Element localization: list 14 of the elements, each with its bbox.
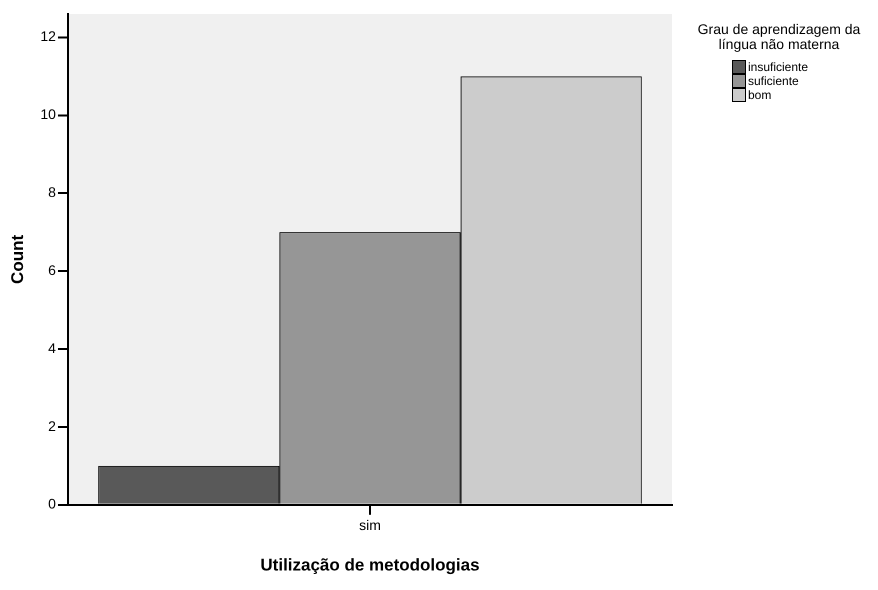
y-tick-label: 12 [40,28,56,44]
y-tick-label: 6 [48,262,56,278]
y-axis-title: Count [8,234,27,284]
legend-label: insuficiente [748,60,808,74]
legend-title: Grau de aprendizagem da língua não materna [696,21,862,52]
y-tick-label: 4 [48,340,56,356]
y-tick-label: 2 [48,418,56,434]
y-tick-label: 8 [48,184,56,200]
y-tick-label: 10 [40,106,56,122]
x-tick-label: sim [359,517,381,534]
y-tick-label: 0 [48,496,56,512]
legend-label: bom [748,88,772,102]
x-axis-title: Utilização de metodologias [260,555,480,574]
legend-label: suficiente [748,74,799,88]
